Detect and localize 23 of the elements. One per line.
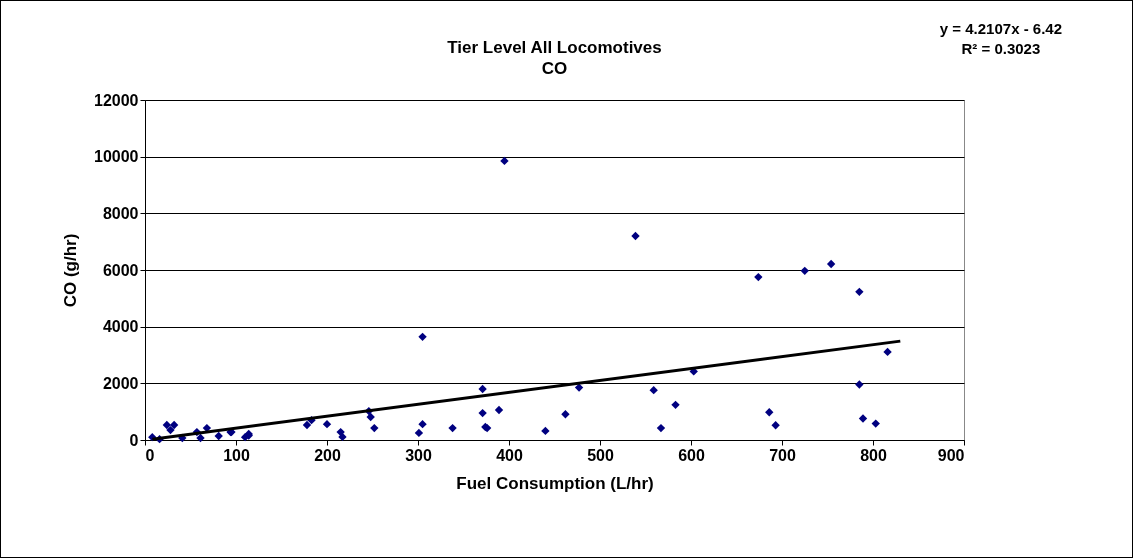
x-tick-label: 300 (405, 446, 432, 464)
y-tick-label: 12000 (94, 91, 139, 109)
y-axis-title: CO (g/hr) (61, 233, 81, 308)
chart-title: Tier Level All Locomotives (447, 38, 662, 57)
x-tick-label: 500 (587, 446, 614, 464)
y-tick-label: 4000 (102, 318, 139, 336)
y-tick-label: 6000 (102, 261, 139, 279)
x-tick-label: 700 (769, 446, 796, 464)
x-axis-title: Fuel Consumption (L/hr) (456, 473, 654, 493)
x-tick-label: 100 (223, 446, 250, 464)
chart-subtitle: CO (541, 59, 568, 78)
x-tick-label: 400 (496, 446, 523, 464)
x-tick-label: 900 (937, 446, 965, 464)
x-tick-label: 200 (314, 446, 341, 464)
y-tick-label: 0 (129, 431, 139, 449)
y-tick-label: 8000 (102, 204, 139, 222)
x-tick-label: 800 (860, 446, 887, 464)
text: y = 4.2107x - 6.42 (939, 19, 1062, 39)
text: R² = 0.3023 (960, 39, 1042, 59)
y-tick-label: 10000 (94, 148, 139, 166)
x-tick-label: 0 (145, 446, 155, 464)
y-tick-label: 2000 (102, 374, 139, 392)
x-tick-label: 600 (678, 446, 705, 464)
